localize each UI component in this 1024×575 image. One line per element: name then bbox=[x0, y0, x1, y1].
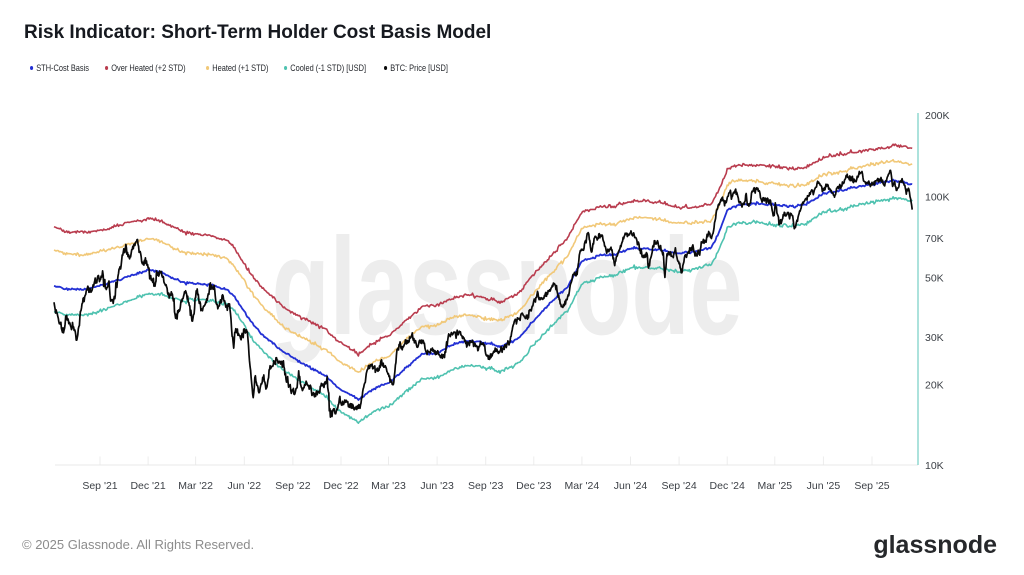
svg-text:Dec '22: Dec '22 bbox=[323, 480, 358, 492]
svg-text:10K: 10K bbox=[925, 460, 944, 472]
svg-text:Sep '24: Sep '24 bbox=[661, 480, 696, 492]
svg-text:70K: 70K bbox=[925, 233, 944, 245]
svg-text:Mar '23: Mar '23 bbox=[371, 480, 406, 492]
svg-text:Sep '22: Sep '22 bbox=[275, 480, 310, 492]
svg-text:Dec '21: Dec '21 bbox=[130, 480, 165, 492]
svg-text:Mar '24: Mar '24 bbox=[565, 480, 600, 492]
svg-text:Mar '25: Mar '25 bbox=[757, 480, 792, 492]
svg-text:200K: 200K bbox=[925, 110, 950, 122]
svg-text:Sep '21: Sep '21 bbox=[82, 480, 117, 492]
svg-text:50K: 50K bbox=[925, 272, 944, 284]
svg-text:100K: 100K bbox=[925, 191, 950, 203]
svg-text:Jun '25: Jun '25 bbox=[807, 480, 841, 492]
svg-text:Jun '23: Jun '23 bbox=[420, 480, 454, 492]
svg-text:Dec '23: Dec '23 bbox=[516, 480, 551, 492]
svg-text:Jun '22: Jun '22 bbox=[228, 480, 262, 492]
svg-text:30K: 30K bbox=[925, 332, 944, 344]
svg-text:Sep '25: Sep '25 bbox=[854, 480, 889, 492]
svg-text:Dec '24: Dec '24 bbox=[710, 480, 745, 492]
svg-text:Sep '23: Sep '23 bbox=[468, 480, 503, 492]
svg-text:20K: 20K bbox=[925, 380, 944, 392]
svg-text:Mar '22: Mar '22 bbox=[178, 480, 213, 492]
svg-text:Jun '24: Jun '24 bbox=[614, 480, 648, 492]
